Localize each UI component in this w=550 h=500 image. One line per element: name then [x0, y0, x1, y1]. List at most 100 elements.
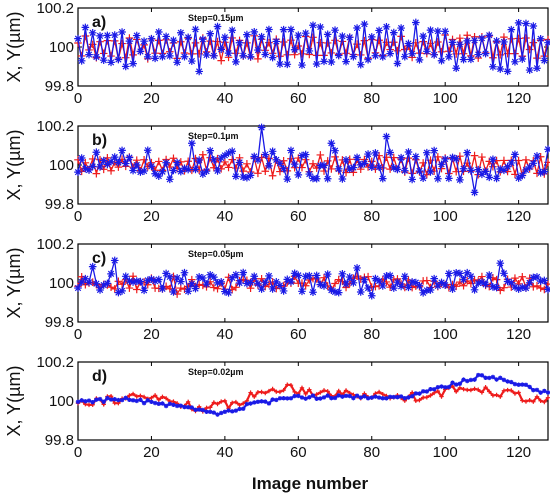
data-point [445, 53, 453, 61]
x-tick-label: 0 [74, 326, 82, 343]
data-point [353, 264, 361, 272]
data-point [74, 34, 82, 43]
data-point [489, 155, 497, 164]
data-point [290, 45, 299, 54]
data-point [511, 274, 519, 282]
data-point [380, 396, 385, 401]
data-point [496, 259, 505, 267]
data-point [143, 276, 152, 285]
data-point [408, 49, 416, 58]
data-point [413, 398, 419, 403]
data-point [518, 272, 527, 281]
data-point [389, 163, 398, 172]
data-point [237, 402, 242, 408]
data-point [233, 408, 239, 413]
data-point [252, 394, 257, 399]
data-point [206, 270, 214, 279]
data-point [301, 29, 310, 38]
data-point [305, 170, 314, 178]
data-point [408, 278, 416, 286]
data-point [309, 288, 317, 297]
data-point [430, 146, 438, 155]
data-point [305, 271, 314, 280]
data-point [375, 26, 383, 35]
data-point [77, 278, 86, 286]
data-point [512, 391, 518, 396]
data-point [523, 399, 529, 404]
data-point [492, 174, 501, 183]
data-point [132, 285, 141, 294]
data-point [107, 270, 115, 278]
data-point [423, 148, 431, 157]
data-point [367, 33, 376, 41]
data-point [163, 396, 169, 401]
data-point [224, 49, 233, 57]
data-point [298, 287, 306, 296]
y-tick-label: 99.8 [45, 432, 74, 449]
x-tick-label: 0 [74, 444, 82, 461]
data-point [336, 393, 341, 398]
data-point [224, 149, 233, 157]
data-point [241, 401, 246, 406]
data-point [316, 280, 325, 289]
data-point [518, 55, 527, 63]
data-point [364, 150, 372, 158]
data-point [215, 412, 220, 417]
data-point [448, 285, 457, 293]
data-point [522, 156, 530, 164]
data-point [536, 284, 545, 292]
data-point [419, 32, 427, 40]
data-point [182, 404, 187, 410]
data-point [461, 387, 466, 392]
data-point [268, 53, 277, 62]
data-point [463, 148, 472, 157]
data-point [525, 66, 534, 74]
data-point [544, 38, 550, 47]
data-point [415, 56, 424, 64]
data-point [309, 33, 317, 42]
x-tick-label: 120 [506, 208, 531, 225]
data-point [129, 278, 137, 286]
data-point [474, 165, 483, 174]
data-point [461, 377, 466, 382]
data-point [375, 163, 383, 171]
data-point [479, 373, 485, 378]
data-point [243, 173, 251, 182]
step-annotation: Step=0.1µm [188, 131, 238, 141]
data-point [279, 38, 288, 46]
data-point [424, 395, 430, 400]
data-point [244, 401, 250, 407]
data-point [121, 53, 130, 62]
data-point [514, 285, 523, 293]
data-point [127, 397, 132, 403]
data-point [85, 50, 93, 59]
data-point [342, 57, 350, 66]
data-point [86, 398, 92, 403]
x-tick-label: 100 [433, 90, 458, 107]
data-point [301, 150, 310, 159]
data-point [456, 176, 464, 184]
data-point [503, 67, 512, 76]
data-point [140, 37, 148, 45]
data-point [96, 163, 104, 171]
data-point [185, 405, 191, 410]
y-tick-label: 100 [49, 393, 74, 410]
data-point [167, 401, 172, 407]
data-point [268, 147, 277, 156]
data-point [228, 26, 237, 35]
data-point [338, 175, 347, 183]
data-point [283, 275, 292, 284]
data-point [520, 382, 525, 387]
data-point [246, 278, 255, 287]
data-point [448, 153, 457, 162]
data-point [129, 166, 137, 175]
data-point [514, 19, 523, 27]
data-point [529, 283, 538, 291]
data-point [125, 284, 134, 292]
data-point [294, 171, 303, 179]
data-point [393, 278, 402, 287]
data-point [434, 282, 442, 290]
data-point [121, 159, 130, 168]
data-point [489, 53, 497, 62]
data-point [305, 47, 314, 55]
